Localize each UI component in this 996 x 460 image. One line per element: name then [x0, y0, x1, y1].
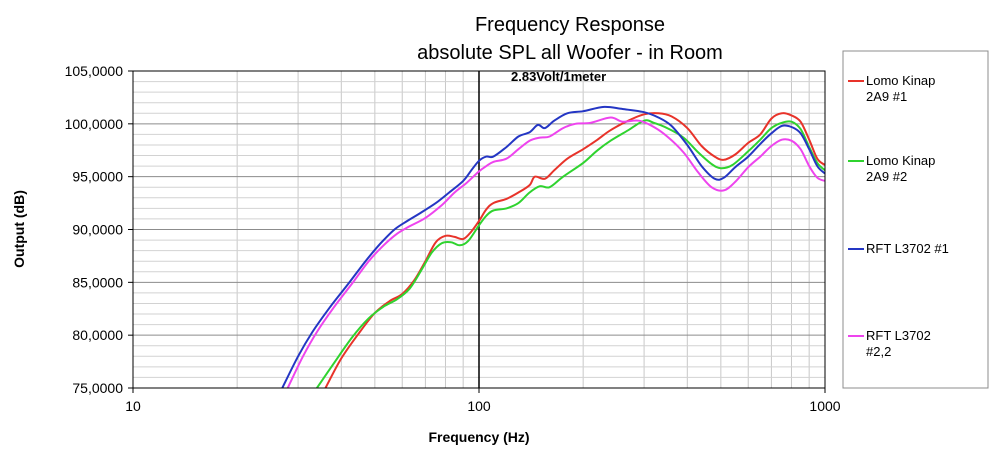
legend-label: 2A9 #2 [866, 169, 907, 184]
series-line-2 [316, 119, 825, 388]
chart-title: Frequency Response [475, 14, 665, 36]
legend-label: 2A9 #1 [866, 89, 907, 104]
y-tick-label: 90,0000 [72, 222, 123, 238]
x-tick-label: 100 [467, 398, 491, 414]
series-line-3 [281, 105, 825, 388]
x-axis-label: Frequency (Hz) [428, 429, 529, 445]
y-tick-label: 100,0000 [65, 116, 124, 132]
x-axis-ticks: 10 100 1000 [125, 388, 841, 414]
legend-entry-4: RFT L3702#2,2 [848, 328, 931, 359]
series-line-4 [286, 116, 825, 388]
annotation-label: 2.83Volt/1meter [511, 69, 606, 84]
y-tick-label: 105,0000 [65, 63, 124, 79]
y-axis-ticks: 75,0000 80,0000 85,0000 90,0000 95,0000 100,0… [65, 63, 133, 396]
legend-label: Lomo Kinap [866, 153, 935, 168]
x-tick-label: 10 [125, 398, 141, 414]
legend-label: RFT L3702 [866, 328, 931, 343]
chart-subtitle: absolute SPL all Woofer - in Room [417, 42, 723, 64]
y-tick-label: 75,0000 [72, 380, 123, 396]
legend-entry-3: RFT L3702 #1 [848, 241, 949, 256]
legend [842, 50, 989, 389]
series-layer [281, 105, 825, 388]
legend-label: #2,2 [866, 344, 891, 359]
y-tick-label: 85,0000 [72, 274, 123, 290]
y-tick-label: 95,0000 [72, 169, 123, 185]
y-tick-label: 80,0000 [72, 327, 123, 343]
legend-label: Lomo Kinap [866, 73, 935, 88]
legend-label: RFT L3702 #1 [866, 241, 949, 256]
annotation-layer: 2.83Volt/1meter [478, 69, 606, 388]
y-axis-label: Output (dB) [11, 190, 27, 268]
x-tick-label: 1000 [809, 398, 840, 414]
